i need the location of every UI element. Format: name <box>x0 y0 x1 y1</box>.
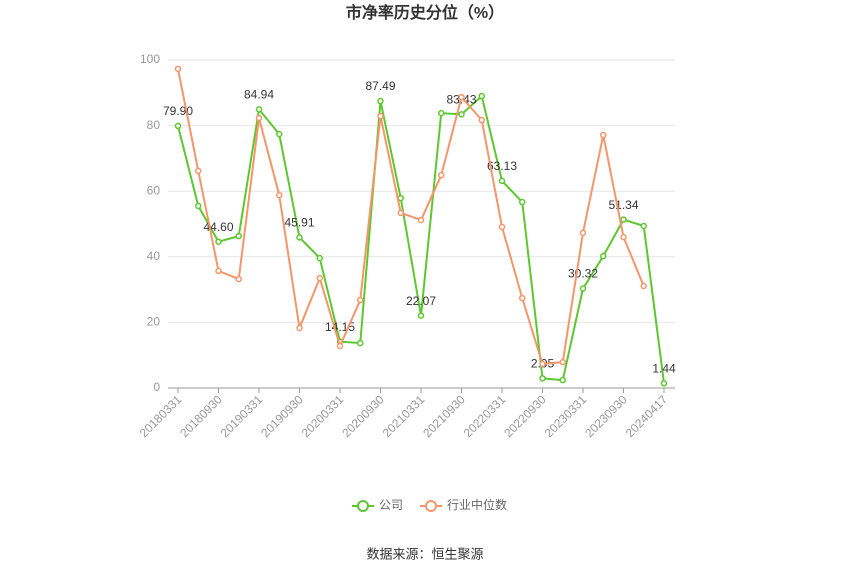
point <box>579 229 587 237</box>
point <box>559 376 566 384</box>
x-tick-label: 20190331 <box>218 392 266 440</box>
point <box>519 198 526 206</box>
y-tick-label: 100 <box>140 52 160 66</box>
data-label: 87.49 <box>365 79 395 93</box>
point <box>539 360 546 368</box>
legend-marker <box>425 500 437 512</box>
data-label: 22.07 <box>406 294 436 308</box>
x-tick-label: 20230930 <box>582 392 630 440</box>
point <box>458 93 465 101</box>
series-line <box>177 94 665 384</box>
legend-marker <box>357 500 369 512</box>
point <box>215 238 222 245</box>
point <box>296 234 303 241</box>
point <box>417 216 425 224</box>
data-label: 1.44 <box>652 361 676 375</box>
point <box>336 342 344 350</box>
x-tick-label: 20190930 <box>258 392 306 440</box>
y-tick-label: 0 <box>153 380 160 394</box>
x-tick-label: 20180331 <box>137 392 185 440</box>
x-tick-label: 20180930 <box>177 392 225 440</box>
point <box>640 222 647 230</box>
point <box>357 339 364 347</box>
point <box>276 191 283 199</box>
point <box>600 252 607 260</box>
point <box>255 106 263 113</box>
source: 数据来源：恒生聚源 <box>366 546 483 561</box>
data-label: 45.91 <box>284 216 314 230</box>
x-tick-label: 20200331 <box>299 392 347 440</box>
point <box>195 167 202 175</box>
point <box>276 130 283 138</box>
series-line <box>177 68 645 366</box>
y-tick-label: 20 <box>147 315 161 329</box>
point <box>417 312 425 319</box>
y-tick-label: 60 <box>147 183 161 197</box>
point <box>195 202 202 210</box>
point <box>498 223 506 231</box>
point <box>579 285 587 292</box>
point <box>458 111 465 118</box>
point <box>296 324 303 332</box>
point <box>660 380 668 387</box>
x-tick-label: 20210331 <box>380 392 428 440</box>
data-label: 30.32 <box>568 267 598 281</box>
y-tick-label: 80 <box>147 118 161 132</box>
point <box>377 97 384 105</box>
point <box>255 114 263 122</box>
point <box>174 122 182 130</box>
point <box>438 109 445 117</box>
point <box>397 209 404 217</box>
x-tick-label: 20210930 <box>420 392 468 440</box>
point <box>235 232 242 240</box>
point <box>519 294 526 302</box>
point <box>559 358 566 366</box>
data-label: 79.90 <box>163 104 193 118</box>
point <box>640 282 647 290</box>
point <box>539 375 546 382</box>
point <box>316 254 323 262</box>
point <box>478 116 485 124</box>
point <box>377 112 384 120</box>
point <box>478 92 485 100</box>
x-tick-label: 20230331 <box>542 392 590 440</box>
point <box>600 131 607 139</box>
data-label: 51.34 <box>608 198 638 212</box>
data-label: 84.94 <box>244 88 274 102</box>
x-tick-label: 20220331 <box>461 392 509 440</box>
point <box>316 274 323 282</box>
point <box>174 65 182 73</box>
x-tick-label: 20200930 <box>339 392 387 440</box>
x-tick-label: 20240417 <box>623 392 671 440</box>
y-tick-label: 40 <box>147 249 161 263</box>
point <box>620 216 627 223</box>
legend-label: 公司 <box>379 498 403 512</box>
chart-title: 市净率历史分位（%） <box>346 3 504 22</box>
data-label: 63.13 <box>487 159 517 173</box>
legend-label: 行业中位数 <box>447 497 507 512</box>
point <box>438 171 445 179</box>
point <box>215 267 222 275</box>
point <box>620 233 627 241</box>
point <box>235 275 242 283</box>
x-tick-label: 20220930 <box>501 392 549 440</box>
point <box>357 296 364 304</box>
point <box>498 177 506 185</box>
